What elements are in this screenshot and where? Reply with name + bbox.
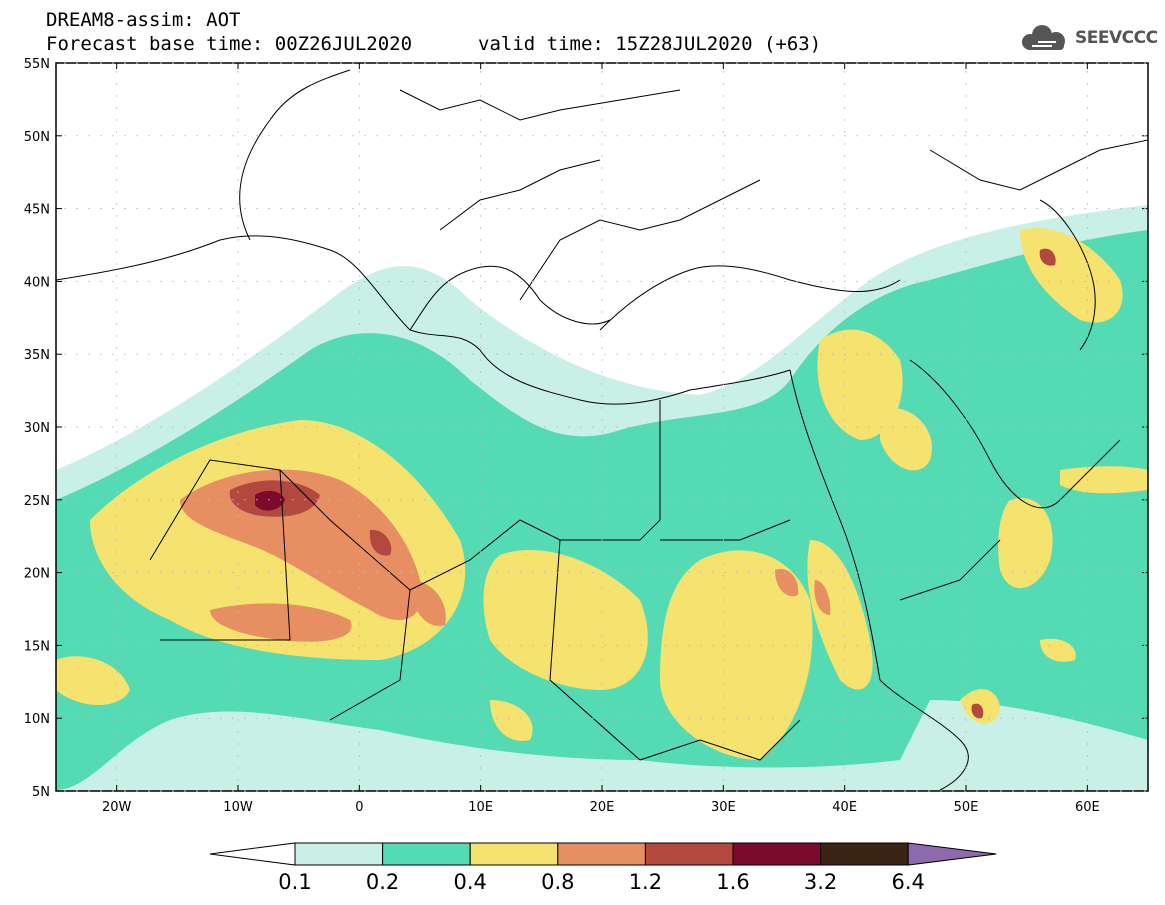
- aot-band-1-6: [255, 490, 285, 511]
- seevccc-logo: SEEVCCC: [1075, 28, 1158, 48]
- colorbar-right-arrow: [907, 842, 997, 866]
- lon-label: 40E: [832, 800, 857, 815]
- colorbar-swatch: [557, 842, 646, 866]
- lon-label: 20W: [102, 800, 132, 815]
- aot-field: [56, 205, 1148, 791]
- lat-label: 5N: [32, 785, 50, 800]
- map-title: DREAM8-assim: AOT: [46, 9, 241, 31]
- colorbar-swatch: [294, 842, 384, 866]
- colorbar-left-arrow: [209, 842, 296, 866]
- lat-label: 20N: [24, 567, 50, 582]
- coastlines: [56, 69, 1148, 791]
- colorbar-swatch: [469, 842, 559, 866]
- colorbar-swatch: [382, 842, 471, 866]
- lon-label: 0: [355, 800, 363, 815]
- colorbar-label: 0.8: [541, 870, 574, 894]
- lon-label: 50E: [954, 800, 979, 815]
- colorbar: 0.1 0.2 0.4 0.8 1.2 1.6 3.2 6.4: [209, 842, 997, 894]
- valid-time: valid time: 15Z28JUL2020 (+63): [478, 33, 822, 55]
- colorbar-swatch: [820, 842, 909, 866]
- lat-label: 40N: [24, 275, 50, 290]
- colorbar-label: 3.2: [804, 870, 837, 894]
- lon-label: 20E: [590, 800, 615, 815]
- latitude-axis: 55N 50N 45N 40N 35N 30N 25N 20N 15N 10N 5N: [24, 57, 1148, 800]
- lat-label: 55N: [24, 57, 50, 72]
- colorbar-swatch: [644, 842, 734, 866]
- colorbar-label: 6.4: [891, 870, 924, 894]
- lon-label: 10W: [223, 800, 253, 815]
- lon-label: 60E: [1075, 800, 1100, 815]
- forecast-base-time: Forecast base time: 00Z26JUL2020: [46, 33, 413, 55]
- colorbar-label: 0.2: [366, 870, 399, 894]
- lat-label: 30N: [24, 421, 50, 436]
- lon-label: 10E: [468, 800, 493, 815]
- lat-label: 25N: [24, 494, 50, 509]
- lon-label: 30E: [711, 800, 736, 815]
- colorbar-label: 0.4: [453, 870, 486, 894]
- lat-label: 10N: [24, 712, 50, 727]
- colorbar-label: 0.1: [278, 870, 311, 894]
- lat-label: 45N: [24, 203, 50, 218]
- longitude-axis: 20W 10W 0 10E 20E 30E 40E 50E 60E: [102, 63, 1100, 815]
- colorbar-label: 1.2: [629, 870, 662, 894]
- lat-label: 35N: [24, 348, 50, 363]
- lat-label: 15N: [24, 639, 50, 654]
- colorbar-label: 1.6: [716, 870, 749, 894]
- lat-label: 50N: [24, 130, 50, 145]
- colorbar-swatch: [732, 842, 822, 866]
- cloud-icon: [1022, 25, 1065, 50]
